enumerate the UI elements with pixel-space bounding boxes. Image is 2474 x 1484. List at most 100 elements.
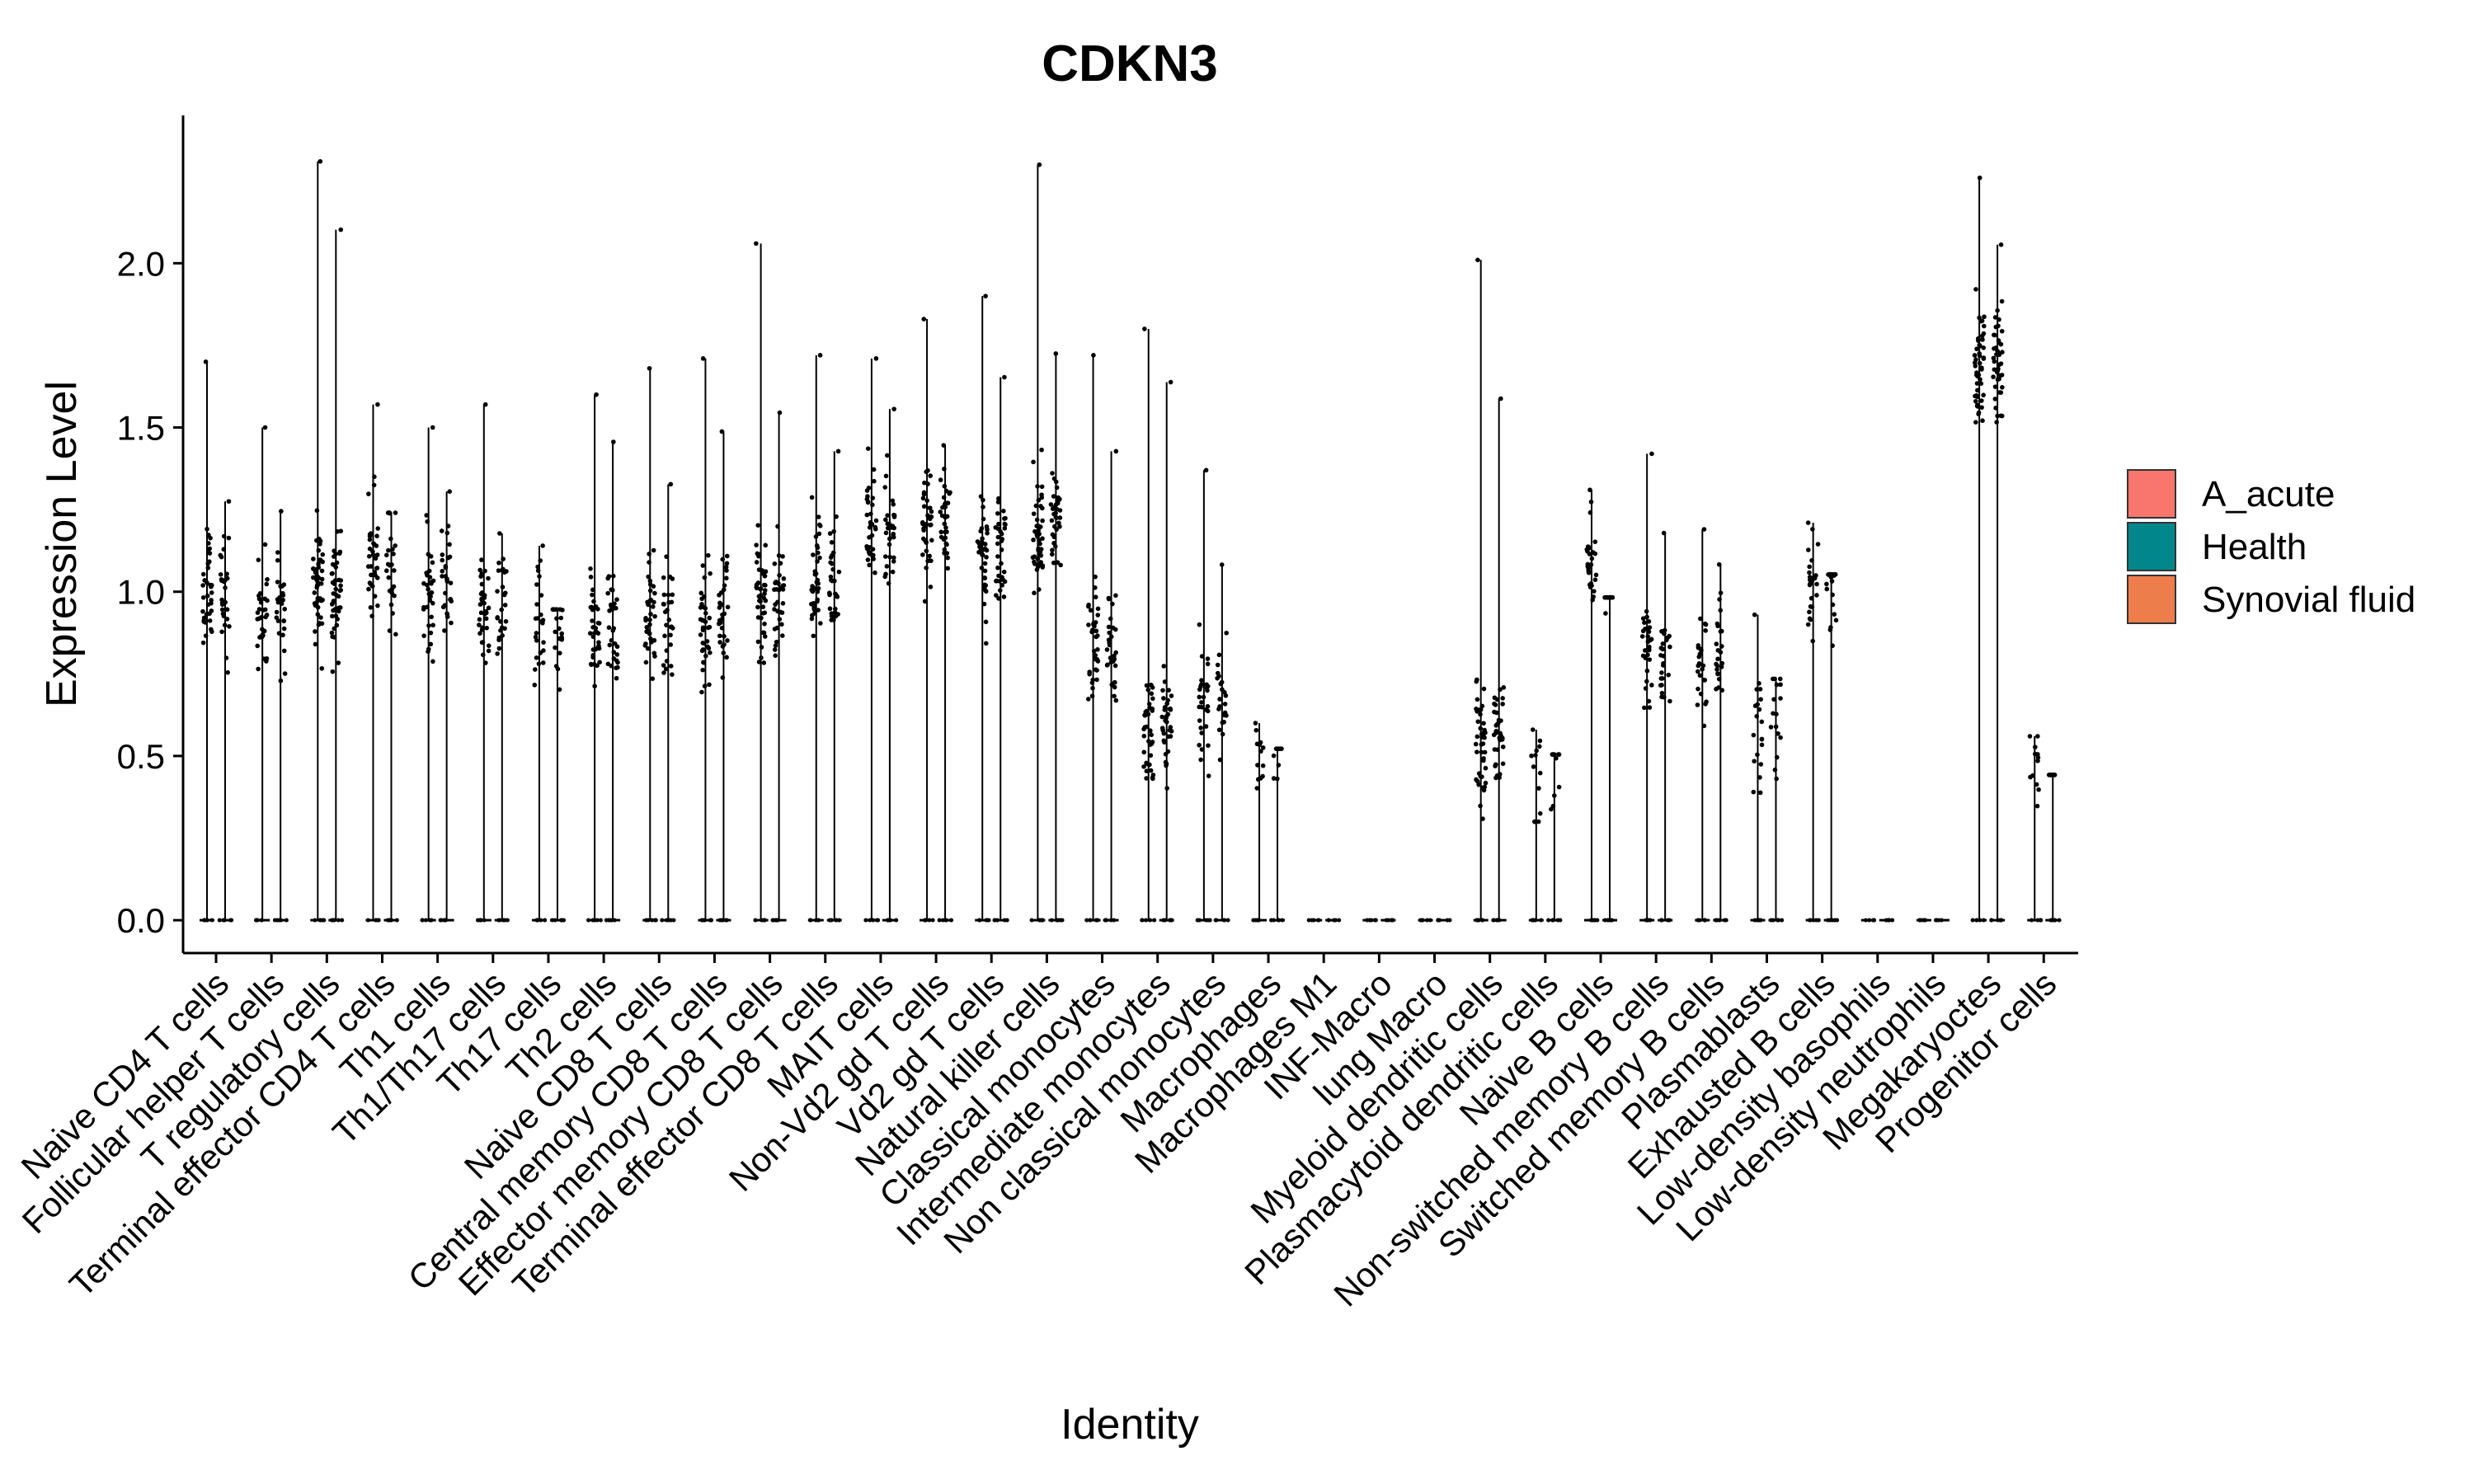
data-point (667, 574, 673, 580)
data-point (202, 918, 207, 923)
data-point (1995, 367, 2001, 372)
data-point (883, 530, 889, 536)
data-point (540, 620, 545, 626)
data-point (259, 918, 264, 923)
data-point (927, 505, 933, 510)
data-point (590, 587, 595, 593)
data-point (1934, 918, 1939, 923)
data-point (1106, 637, 1112, 642)
data-point (772, 587, 777, 592)
data-point (1645, 652, 1650, 658)
data-point (207, 618, 213, 623)
data-point (1814, 581, 1819, 587)
data-point (930, 918, 935, 923)
data-point (1054, 485, 1060, 491)
data-point (1716, 676, 1722, 682)
data-point (873, 518, 879, 524)
data-point (1222, 710, 1228, 716)
data-point (1645, 639, 1651, 645)
data-point (604, 918, 609, 923)
data-point (1108, 616, 1113, 622)
data-point (606, 625, 612, 630)
data-point (981, 601, 987, 607)
data-point (1260, 745, 1266, 750)
data-point (650, 604, 656, 609)
data-point (1311, 918, 1316, 923)
data-point (597, 660, 602, 665)
data-point (1144, 776, 1149, 781)
data-point (486, 643, 492, 648)
violin-group (1583, 487, 1617, 923)
data-point (2030, 918, 2034, 923)
data-point (219, 629, 224, 635)
data-point (1591, 918, 1596, 923)
data-point (1483, 765, 1489, 771)
data-point (1644, 679, 1649, 684)
data-point (1533, 918, 1538, 923)
data-point (1149, 691, 1155, 697)
data-point (1702, 918, 1707, 923)
data-point (1031, 511, 1037, 516)
data-point (1977, 351, 1982, 356)
data-point (1832, 612, 1837, 617)
data-point (501, 592, 507, 598)
data-point (758, 586, 763, 592)
data-point (999, 538, 1004, 543)
data-point (375, 402, 380, 407)
data-point (496, 637, 501, 642)
data-point (1642, 620, 1647, 625)
data-point (256, 607, 262, 612)
data-point (595, 663, 600, 669)
data-point (661, 670, 666, 675)
data-point (780, 601, 786, 606)
data-point (209, 590, 214, 595)
data-point (1585, 544, 1591, 549)
data-point (943, 514, 948, 520)
data-point (1001, 509, 1006, 514)
data-point (1168, 379, 1174, 385)
data-point (1436, 918, 1441, 923)
data-point (887, 521, 892, 527)
data-point (870, 552, 876, 558)
data-point (924, 498, 929, 503)
data-point (477, 622, 482, 627)
data-point (885, 513, 890, 518)
data-point (1205, 661, 1211, 667)
data-point (1659, 694, 1664, 700)
data-point (614, 658, 619, 664)
data-point (1035, 484, 1040, 489)
data-point (1149, 683, 1154, 688)
data-point (1992, 332, 1997, 338)
data-point (1087, 669, 1092, 674)
data-point (486, 575, 491, 581)
data-point (440, 568, 445, 574)
data-point (775, 524, 780, 529)
data-point (1166, 688, 1171, 693)
data-point (762, 918, 767, 923)
data-point (720, 556, 726, 562)
data-point (1492, 747, 1498, 752)
data-point (996, 596, 1001, 601)
data-point (1494, 697, 1500, 702)
data-point (1258, 749, 1263, 754)
data-point (1719, 665, 1724, 669)
data-point (1055, 500, 1061, 506)
data-point (560, 608, 565, 613)
chart-title: CDKN3 (1042, 35, 1218, 92)
data-point (540, 543, 545, 548)
data-point (262, 542, 268, 547)
data-point (664, 648, 670, 653)
data-point (815, 589, 821, 594)
data-point (1827, 627, 1833, 632)
data-point (756, 660, 762, 665)
data-point (773, 643, 778, 648)
data-point (445, 555, 451, 561)
data-point (778, 585, 783, 590)
data-point (279, 601, 285, 607)
data-point (1590, 550, 1596, 555)
data-point (374, 566, 380, 571)
data-point (1089, 629, 1094, 635)
data-point (1662, 631, 1667, 636)
data-point (1978, 377, 1982, 382)
